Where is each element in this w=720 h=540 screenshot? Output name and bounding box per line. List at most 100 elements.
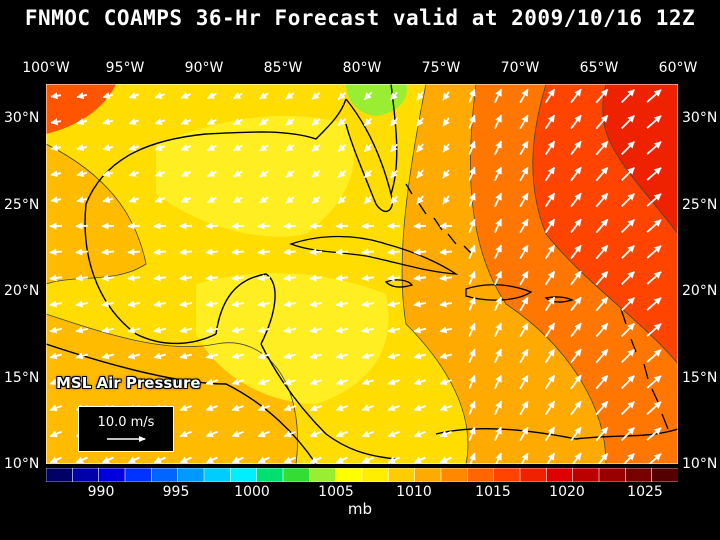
wind-arrow-icon: [570, 374, 582, 390]
wind-arrow-icon: [49, 352, 63, 360]
wind-arrow-icon: [595, 114, 609, 130]
colorbar-swatch: [282, 468, 311, 482]
wind-arrow-icon: [621, 426, 635, 442]
wind-arrow-icon: [570, 244, 582, 260]
wind-arrow-icon: [283, 300, 297, 308]
wind-arrow-icon: [519, 374, 529, 390]
wind-arrow-icon: [335, 352, 349, 360]
lon-label: 100°W: [22, 60, 70, 76]
wind-arrow-icon: [621, 192, 635, 208]
isobars: [46, 84, 678, 464]
wind-arrow-icon: [595, 374, 609, 390]
lat-label: 10°N: [682, 456, 718, 472]
wind-arrow-icon: [259, 118, 269, 126]
wind-arrow-icon: [180, 170, 191, 177]
wind-arrow-icon: [595, 192, 609, 208]
colorbar-tick-label: 1020: [549, 484, 585, 500]
wind-arrow-icon: [75, 248, 89, 256]
wind-arrow-icon: [468, 88, 476, 103]
wind-arrow-icon: [570, 166, 582, 182]
wind-arrow-icon: [205, 404, 218, 412]
wind-arrow-icon: [257, 456, 270, 464]
wind-arrow-icon: [595, 166, 609, 182]
wind-arrow-icon: [468, 426, 476, 441]
wind-arrow-icon: [439, 352, 453, 360]
wind-arrow-icon: [231, 378, 244, 386]
wind-arrow-icon: [309, 430, 322, 438]
wind-arrow-icon: [311, 144, 321, 152]
wind-arrow-icon: [570, 218, 582, 234]
wind-arrow-icon: [621, 88, 635, 104]
colorbar-swatch: [98, 468, 126, 482]
wind-arrow-icon: [595, 322, 609, 338]
wind-arrow-icon: [493, 192, 503, 208]
wind-arrow-icon: [570, 270, 582, 286]
wind-arrow-icon: [361, 248, 375, 256]
wind-arrow-icon: [205, 300, 219, 308]
wind-arrow-icon: [468, 192, 476, 207]
wind-arrow-icon: [206, 170, 217, 178]
wind-arrow-icon: [309, 352, 323, 360]
colorbar-swatch: [598, 468, 627, 482]
wind-arrow-icon: [337, 144, 347, 152]
wind-arrow-icon: [231, 352, 245, 360]
wind-arrow-icon: [75, 274, 89, 282]
wind-arrow-icon: [544, 426, 556, 442]
wind-arrow-icon: [335, 248, 349, 256]
wind-arrow-icon: [646, 297, 662, 311]
wind-arrow-icon: [179, 404, 192, 412]
wind-arrow-icon: [257, 352, 271, 360]
wind-arrow-icon: [621, 114, 635, 130]
wind-arrow-icon: [49, 456, 62, 464]
wind-arrow-icon: [387, 274, 401, 282]
colorbar: [46, 468, 678, 482]
colorbar-swatch: [388, 468, 416, 482]
wind-arrow-icon: [153, 274, 167, 282]
wind-arrow-icon: [127, 352, 141, 360]
colorbar-swatch: [203, 468, 232, 482]
wind-arrow-icon: [416, 117, 424, 127]
wind-arrow-icon: [597, 452, 609, 464]
wind-arrow-icon: [519, 244, 529, 260]
wind-arrow-icon: [544, 348, 556, 364]
wind-arrow-icon: [311, 118, 321, 126]
wind-arrow-icon: [570, 114, 582, 130]
wind-arrow-icon: [493, 140, 503, 156]
wind-arrow-icon: [646, 427, 662, 441]
wind-arrow-icon: [179, 248, 193, 256]
wind-arrow-icon: [259, 196, 269, 204]
wind-arrow-icon: [646, 349, 662, 363]
lon-label: 65°W: [579, 60, 619, 76]
wind-arrow-icon: [363, 117, 373, 127]
wind-arrow-icon: [335, 404, 348, 412]
units-label: mb: [347, 500, 373, 518]
wind-arrow-icon: [76, 144, 88, 152]
wind-arrow-icon: [621, 218, 635, 234]
colorbar-tick-label: 990: [87, 484, 115, 500]
wind-arrow-icon: [285, 92, 295, 100]
wind-arrow-icon: [285, 170, 295, 178]
wind-arrow-icon: [413, 378, 426, 386]
wind-arrow-icon: [621, 400, 635, 416]
wind-arrow-icon: [387, 300, 401, 308]
wind-arrow-icon: [283, 248, 297, 256]
lat-label: 25°N: [682, 197, 718, 213]
wind-arrow-icon: [439, 326, 453, 334]
wind-arrow-icon: [233, 170, 243, 178]
wind-arrow-icon: [128, 118, 139, 125]
wind-arrow-icon: [75, 326, 89, 334]
wind-arrow-icon: [519, 348, 529, 364]
wind-arrow-icon: [442, 91, 450, 101]
wind-arrow-icon: [180, 144, 191, 151]
pressure-zone-1016: [46, 84, 116, 134]
colorbar-tick-label: 995: [162, 484, 190, 500]
wind-arrow-icon: [337, 118, 347, 126]
wind-arrow-icon: [335, 274, 349, 282]
wind-arrow-icon: [179, 456, 192, 464]
wind-arrow-icon: [153, 248, 167, 256]
wind-arrow-icon: [335, 300, 349, 308]
wind-arrow-icon: [233, 118, 243, 126]
wind-arrow-icon: [231, 248, 245, 256]
wind-arrow-icon: [180, 118, 191, 125]
wind-arrow-icon: [285, 196, 295, 204]
